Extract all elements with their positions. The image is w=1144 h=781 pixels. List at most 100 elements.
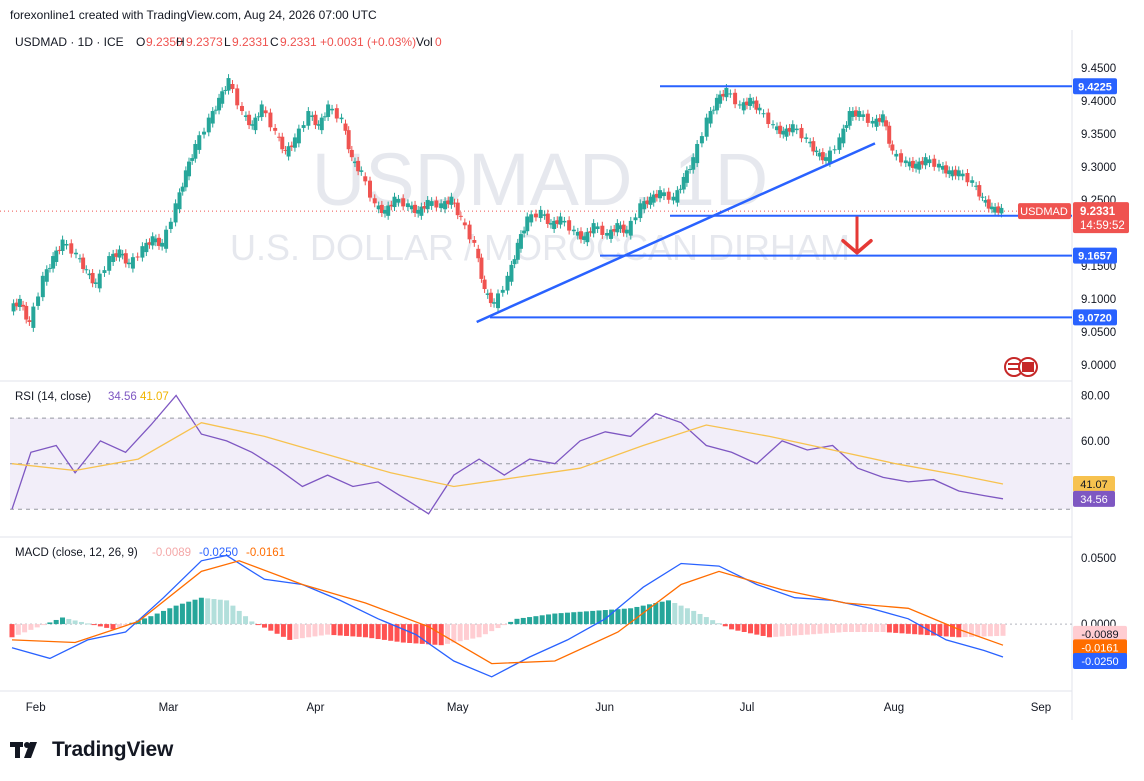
macd-histogram-bar [179,603,185,625]
candle-body [781,130,786,135]
candle-body [349,149,354,158]
candle-body [190,158,195,161]
macd-histogram-bar [615,609,621,625]
candle-body [334,108,339,119]
macd-histogram-bar [558,613,564,625]
candle-body [492,302,497,304]
macd-histogram-bar [15,624,21,635]
macd-histogram-bar [596,610,602,625]
candle-body [330,108,335,111]
macd-title: MACD (close, 12, 26, 9) [15,547,138,559]
candle-body [751,101,756,104]
tradingview-logo[interactable]: TradingView [10,738,173,762]
macd-histogram-bar [577,611,583,625]
candle-body [837,137,842,150]
symbol-name: USDMAD · 1D · ICE [15,35,124,49]
candle-body [296,128,301,144]
macd-histogram-bar [356,624,362,637]
candle-body [817,152,822,157]
candle-body [857,111,862,117]
candle-body [479,257,484,279]
macd-histogram-bar [72,620,78,625]
candle-body [595,226,600,230]
candle-body [135,256,140,258]
bar-countdown: 14:59:52 [1080,220,1125,232]
macd-histogram-bar [994,624,1000,637]
ohlc-low-label: L [224,35,231,49]
candle-body [691,157,696,170]
candle-body [585,231,590,243]
candle-body [306,111,311,126]
macd-histogram-bar [968,624,974,637]
macd-histogram-bar [943,624,949,637]
candle-body [322,116,327,118]
candle-body [425,200,430,210]
macd-histogram-bar [85,623,91,625]
macd-histogram-bar [451,624,457,643]
candle-body [648,196,653,205]
candle-body [316,124,321,126]
time-tick-label: Jul [740,702,755,714]
macd-histogram-bar [867,624,873,632]
macd-histogram-bar [375,624,381,640]
macd-histogram-bar [653,603,659,625]
macd-histogram-bar [53,619,59,625]
candle-body [434,200,439,208]
macd-histogram-bar [975,624,981,637]
candle-body [558,216,563,225]
level-price-badge [1073,247,1117,264]
macd-histogram-bar [672,603,678,625]
macd-histogram-bar [116,624,122,628]
macd-histogram-bar [344,624,350,636]
rsi-value-badge [1073,490,1115,507]
candle-body [578,231,583,240]
candle-body [36,296,41,306]
macd-histogram-bar [22,624,28,633]
price-tick-label: 9.0000 [1081,360,1116,372]
candle-body [522,230,527,234]
candle-body [993,207,998,213]
macd-histogram-bar [407,624,413,643]
macd-histogram-bar [299,624,305,639]
candle-body [811,141,816,152]
candle-body [472,240,477,243]
candle-body [193,143,198,159]
candle-body [419,206,424,216]
macd-histogram-bar [318,624,324,636]
macd-histogram-bar [66,618,72,625]
candle-body [555,220,560,224]
candle-body [542,214,547,216]
candle-body [771,124,776,126]
candle-body [651,194,656,203]
macd-histogram-bar [583,611,589,625]
candle-body [854,110,859,117]
candle-body [114,253,119,257]
candle-body [721,93,726,97]
macd-histogram-bar [956,624,962,638]
macd-histogram-bar [823,624,829,634]
candle-body [449,196,454,205]
candle-body [439,203,444,209]
candle-body [733,92,738,105]
candle-body [130,257,135,269]
price-tick-label: 9.1500 [1081,261,1116,273]
candle-body [84,269,89,271]
candle-body [960,173,965,177]
macd-histogram-bar [754,624,760,635]
candle-body [605,232,610,236]
price-panel: 9.45009.40009.35009.30009.25009.15009.10… [0,63,1129,372]
macd-histogram-bar [198,597,204,625]
rsi-title: RSI (14, close) [15,391,91,403]
candle-body [529,214,534,223]
candle-body [206,117,211,133]
candle-body [737,104,742,106]
candle-body [160,242,165,247]
candle-body [367,180,372,198]
rsi-value-badge-label: 34.56 [1080,494,1108,506]
candle-body [666,191,671,200]
macd-histogram-bar [224,600,230,625]
candle-body [346,130,351,150]
price-tick-label: 9.4500 [1081,63,1116,75]
